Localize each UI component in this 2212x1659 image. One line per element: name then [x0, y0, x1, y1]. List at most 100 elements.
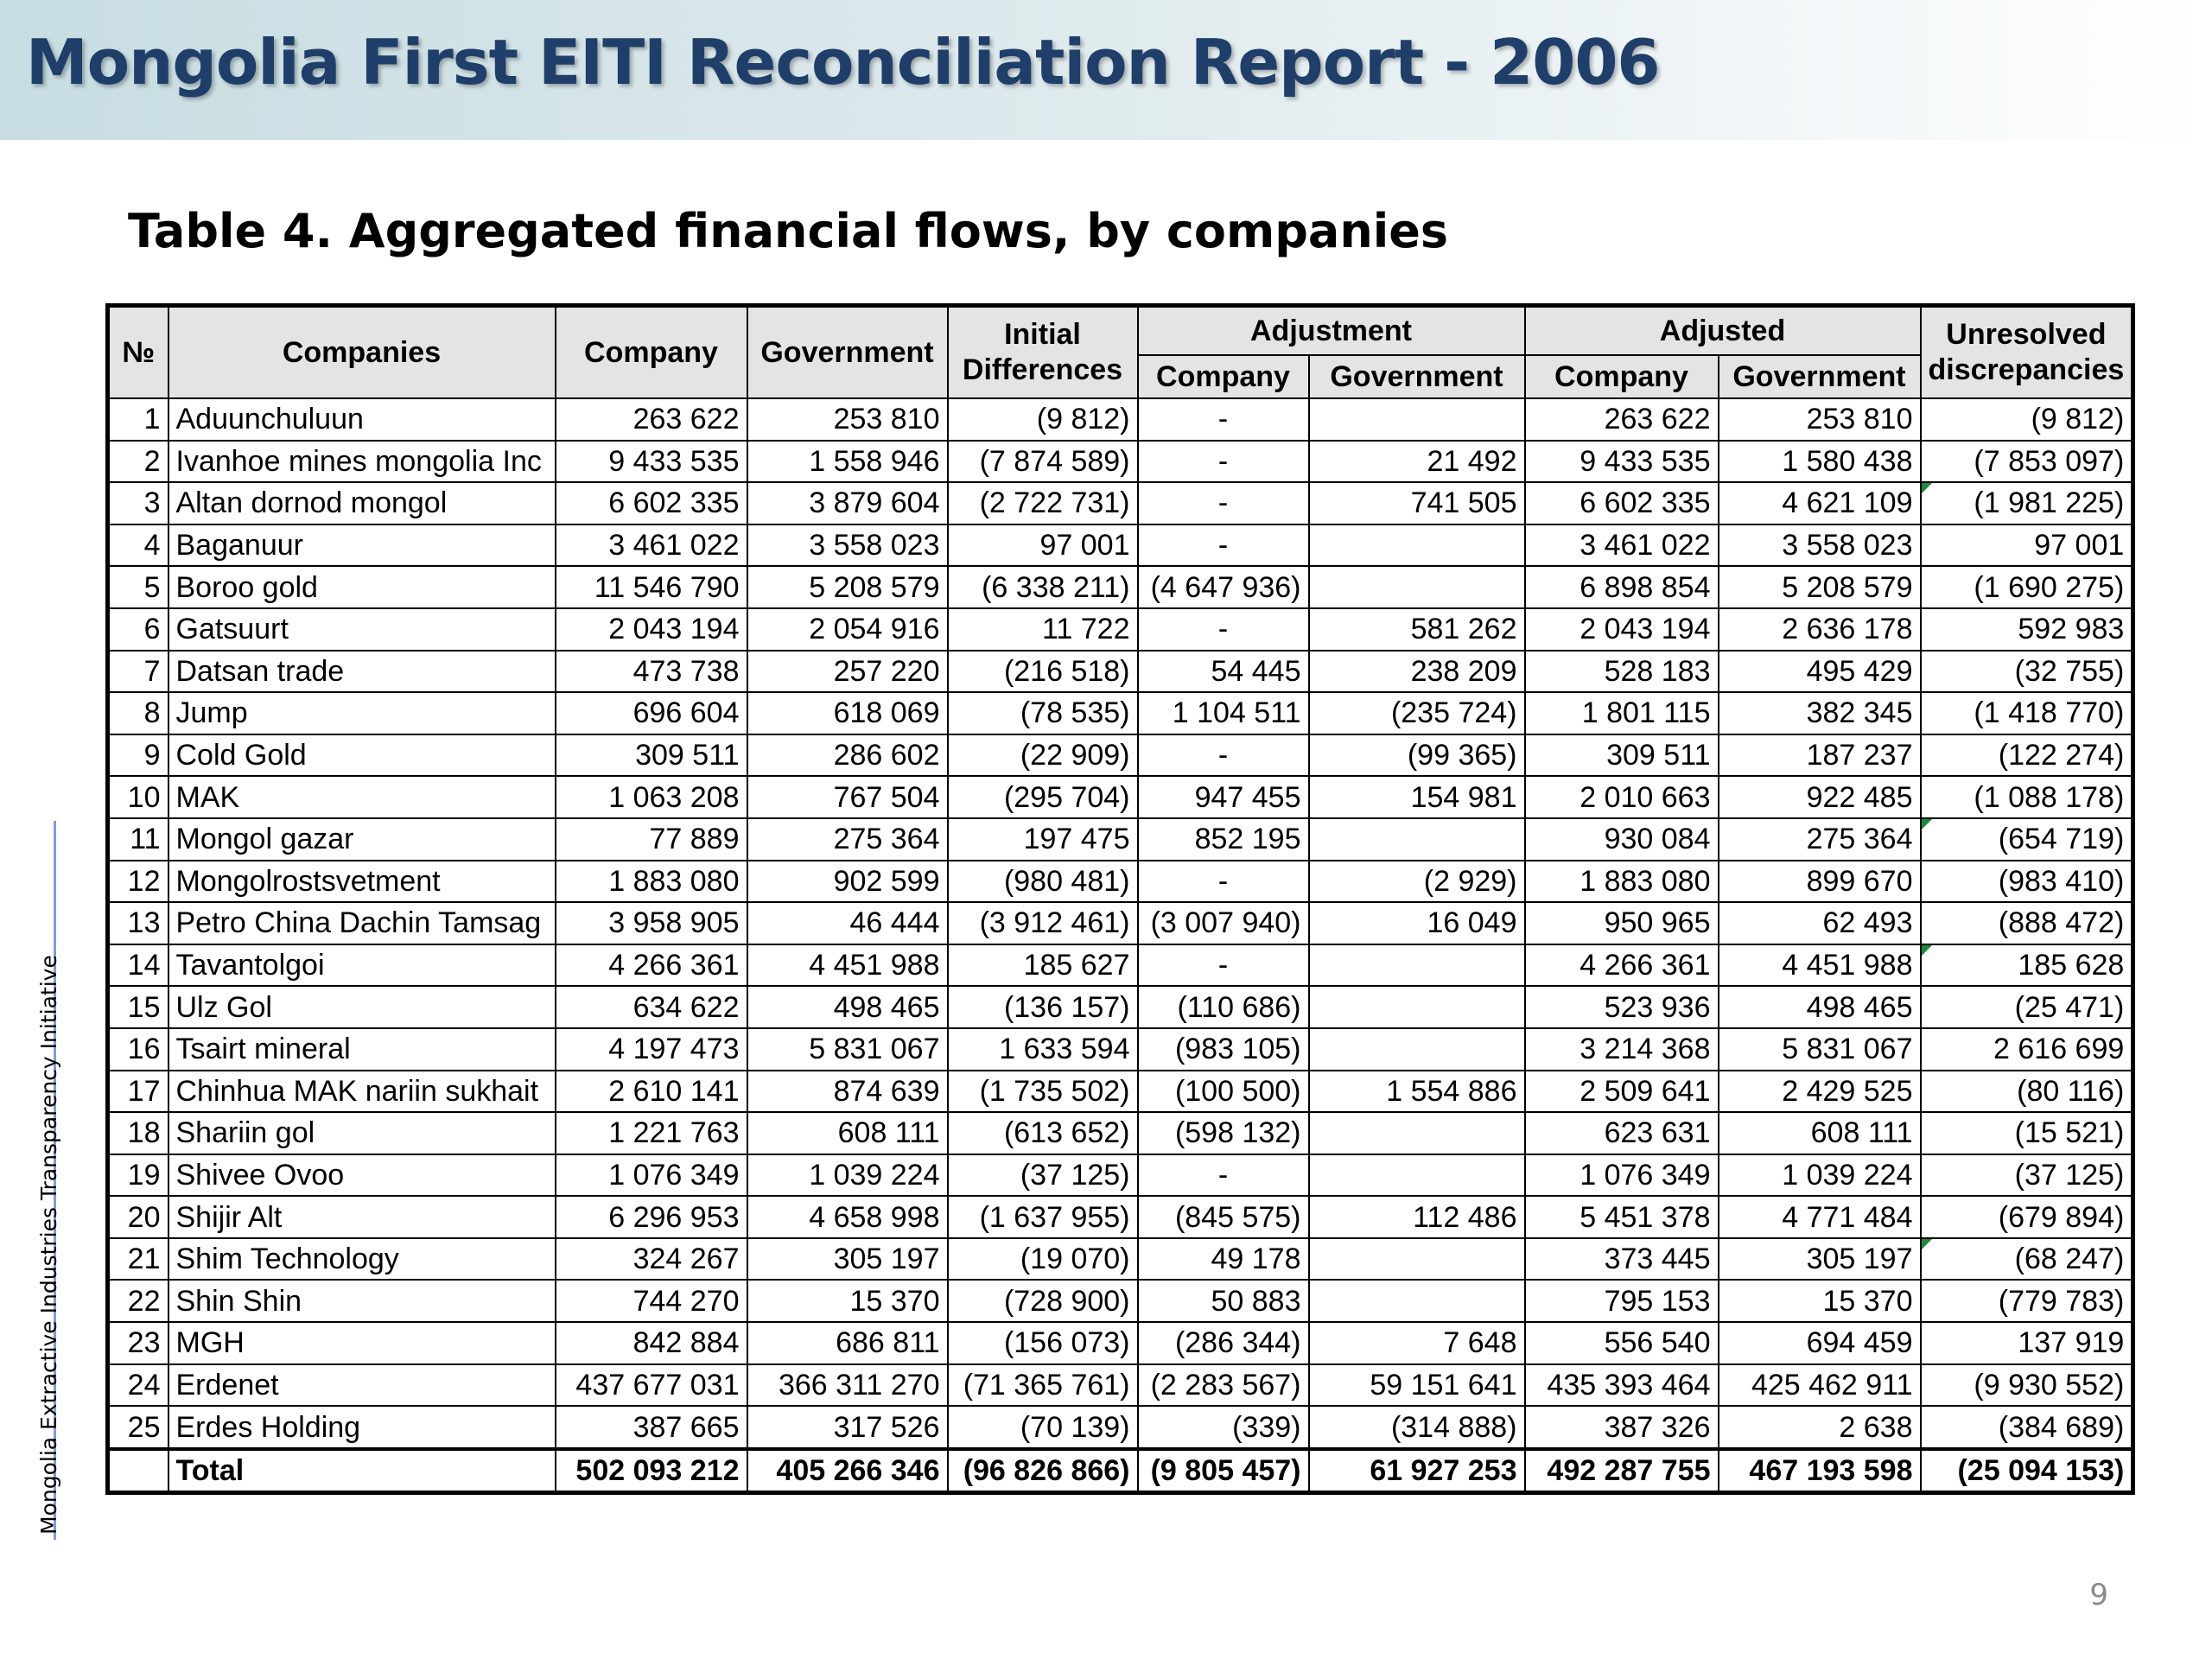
adjusted-company-cell: 435 393 464	[1523, 1363, 1719, 1408]
adjusted-company-cell: 9 433 535	[1523, 439, 1719, 484]
unresolved-discrepancy-cell: (25 471)	[1919, 985, 2134, 1029]
government-value-cell: 902 599	[746, 859, 949, 904]
initial-difference-cell: (980 481)	[946, 859, 1139, 904]
adjusted-government-cell: 15 370	[1717, 1279, 1922, 1324]
government-value-cell: 874 639	[746, 1069, 949, 1114]
adjusted-government-cell: 498 465	[1717, 985, 1922, 1029]
header-no: №	[106, 304, 169, 399]
company-value-cell: 2 043 194	[554, 607, 748, 652]
total-row: Total 502 093 212 405 266 346 (96 826 866)(…	[106, 1446, 2134, 1494]
initial-difference-cell: (295 704)	[946, 775, 1139, 819]
header-initial-differences: Initial Differences	[946, 304, 1139, 399]
adjustment-company-cell: -	[1136, 943, 1310, 988]
company-name-cell: Shivee Ovoo	[167, 1153, 556, 1198]
company-name-cell: Chinhua MAK nariin sukhait	[167, 1069, 556, 1114]
table-row: 7 Datsan trade 473 738 257 220 (216 518) 54 4…	[106, 649, 2134, 694]
initial-difference-cell: (613 652)	[946, 1111, 1139, 1155]
government-value-cell: 4 451 988	[746, 943, 949, 988]
adjusted-government-cell: 305 197	[1717, 1236, 1922, 1281]
company-name-cell: Baganuur	[167, 523, 556, 568]
row-number-cell: 23	[106, 1321, 169, 1365]
adjustment-company-cell: 49 178	[1136, 1236, 1310, 1281]
adjustment-company-cell: (3 007 940)	[1136, 901, 1310, 945]
company-value-cell: 309 511	[554, 733, 748, 778]
row-number-cell: 10	[106, 775, 169, 819]
adjusted-company-cell: 556 540	[1523, 1321, 1719, 1365]
unresolved-discrepancy-cell: (779 783)	[1919, 1279, 2134, 1324]
adjustment-company-cell: -	[1136, 1153, 1310, 1198]
initial-difference-cell: (728 900)	[946, 1279, 1139, 1324]
company-value-cell: 387 665	[554, 1405, 748, 1450]
company-value-cell: 6 602 335	[554, 481, 748, 525]
adjustment-government-cell: 16 049	[1307, 901, 1526, 945]
company-name-cell: Mongol gazar	[167, 817, 556, 861]
adjusted-company-cell: 2 043 194	[1523, 607, 1719, 652]
adjustment-government-cell	[1307, 397, 1526, 442]
company-name-cell: Datsan trade	[167, 649, 556, 694]
adjusted-government-cell: 187 237	[1717, 733, 1922, 778]
adjustment-government-cell	[1307, 1027, 1526, 1071]
header-adjustment-company: Company	[1136, 354, 1310, 399]
table-row: 20 Shijir Alt 6 296 953 4 658 998 (1 637 955…	[106, 1195, 2134, 1239]
adjusted-government-cell: 467 193 598	[1717, 1446, 1922, 1494]
company-value-cell: 1 063 208	[554, 775, 748, 819]
adjustment-company-cell: (9 805 457)	[1136, 1446, 1310, 1494]
header-government: Government	[746, 304, 949, 399]
initial-difference-cell: (9 812)	[946, 397, 1139, 442]
adjustment-company-cell: 54 445	[1136, 649, 1310, 694]
initial-difference-cell: (2 722 731)	[946, 481, 1139, 525]
row-number-cell: 14	[106, 943, 169, 988]
initial-difference-cell: (22 909)	[946, 733, 1139, 778]
adjusted-company-cell: 4 266 361	[1523, 943, 1719, 988]
row-number-cell: 20	[106, 1195, 169, 1239]
adjustment-government-cell	[1307, 565, 1526, 609]
adjustment-government-cell	[1307, 985, 1526, 1029]
initial-difference-cell: (19 070)	[946, 1236, 1139, 1281]
adjusted-government-cell: 2 636 178	[1717, 607, 1922, 652]
adjusted-company-cell: 5 451 378	[1523, 1195, 1719, 1239]
adjusted-company-cell: 3 214 368	[1523, 1027, 1719, 1071]
company-name-cell: Gatsuurt	[167, 607, 556, 652]
initial-difference-cell: (216 518)	[946, 649, 1139, 694]
adjusted-company-cell: 795 153	[1523, 1279, 1719, 1324]
unresolved-discrepancy-cell: (68 247)	[1919, 1236, 2134, 1281]
adjusted-government-cell: 253 810	[1717, 397, 1922, 442]
adjustment-government-cell: (99 365)	[1307, 733, 1526, 778]
unresolved-discrepancy-cell: 185 628	[1919, 943, 2134, 988]
government-value-cell: 46 444	[746, 901, 949, 945]
company-value-cell: 77 889	[554, 817, 748, 861]
initial-difference-cell: (7 874 589)	[946, 439, 1139, 484]
header-adjustment-government: Government	[1307, 354, 1526, 399]
adjustment-company-cell: -	[1136, 733, 1310, 778]
company-value-cell: 4 197 473	[554, 1027, 748, 1071]
adjusted-company-cell: 387 326	[1523, 1405, 1719, 1450]
table-row: 24 Erdenet 437 677 031 366 311 270 (71 365 7…	[106, 1363, 2134, 1408]
adjustment-company-cell: (100 500)	[1136, 1069, 1310, 1114]
government-value-cell: 15 370	[746, 1279, 949, 1324]
adjusted-company-cell: 2 010 663	[1523, 775, 1719, 819]
adjusted-company-cell: 1 076 349	[1523, 1153, 1719, 1198]
header-adjusted: Adjusted	[1523, 304, 1922, 356]
adjustment-government-cell	[1307, 1111, 1526, 1155]
unresolved-discrepancy-cell: (1 418 770)	[1919, 691, 2134, 735]
unresolved-discrepancy-cell: (32 755)	[1919, 649, 2134, 694]
government-value-cell: 1 039 224	[746, 1153, 949, 1198]
table-row: 19 Shivee Ovoo 1 076 349 1 039 224 (37 125) -…	[106, 1153, 2134, 1198]
adjustment-company-cell: (286 344)	[1136, 1321, 1310, 1365]
company-name-cell: Shariin gol	[167, 1111, 556, 1155]
header-companies: Companies	[167, 304, 556, 399]
side-divider-line	[54, 821, 56, 1540]
company-value-cell: 1 076 349	[554, 1153, 748, 1198]
adjusted-company-cell: 6 898 854	[1523, 565, 1719, 609]
company-value-cell: 634 622	[554, 985, 748, 1029]
company-name-cell: Cold Gold	[167, 733, 556, 778]
side-label: Mongolia Extractive Industries Transpare…	[36, 955, 61, 1535]
adjustment-company-cell: -	[1136, 607, 1310, 652]
header-unresolved-discrepancies: Unresolved discrepancies	[1919, 304, 2134, 399]
header-band	[0, 0, 2212, 140]
initial-difference-cell: (3 912 461)	[946, 901, 1139, 945]
government-value-cell: 767 504	[746, 775, 949, 819]
adjustment-government-cell	[1307, 817, 1526, 861]
adjusted-government-cell: 899 670	[1717, 859, 1922, 904]
company-name-cell: Total	[167, 1446, 556, 1494]
